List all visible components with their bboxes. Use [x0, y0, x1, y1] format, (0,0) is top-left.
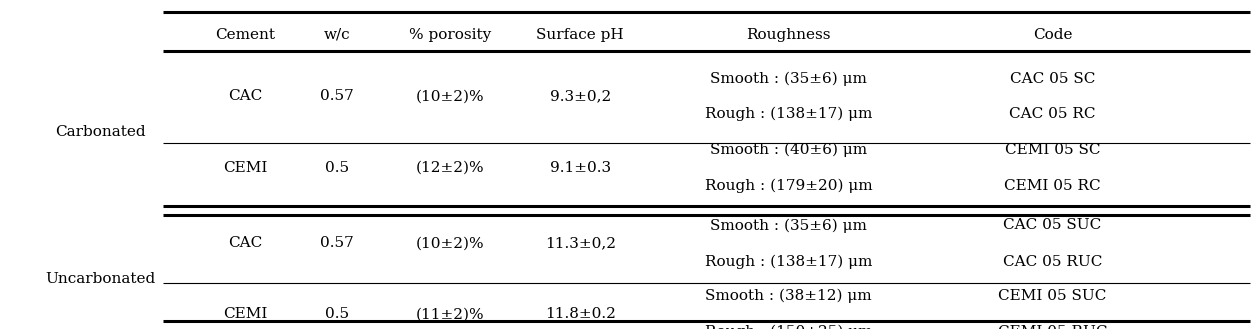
Text: Roughness: Roughness: [746, 28, 831, 41]
Text: 11.8±0.2: 11.8±0.2: [545, 307, 615, 321]
Text: Rough : (150±25) μm: Rough : (150±25) μm: [705, 325, 873, 329]
Text: Smooth : (35±6) μm: Smooth : (35±6) μm: [711, 218, 867, 233]
Text: CAC 05 SC: CAC 05 SC: [1010, 72, 1095, 86]
Text: Carbonated: Carbonated: [55, 125, 146, 139]
Text: Smooth : (35±6) μm: Smooth : (35±6) μm: [711, 72, 867, 86]
Text: Smooth : (40±6) μm: Smooth : (40±6) μm: [710, 142, 868, 157]
Text: Code: Code: [1032, 28, 1073, 41]
Text: CEMI: CEMI: [222, 307, 268, 321]
Text: CAC 05 RC: CAC 05 RC: [1010, 107, 1095, 120]
Text: CAC 05 SUC: CAC 05 SUC: [1004, 218, 1102, 232]
Text: CEMI: CEMI: [222, 161, 268, 175]
Text: Smooth : (38±12) μm: Smooth : (38±12) μm: [706, 289, 872, 303]
Text: Cement: Cement: [215, 28, 275, 41]
Text: (10±2)%: (10±2)%: [416, 89, 484, 103]
Text: CEMI 05 SUC: CEMI 05 SUC: [999, 289, 1107, 303]
Text: % porosity: % porosity: [408, 28, 491, 41]
Text: (10±2)%: (10±2)%: [416, 237, 484, 250]
Text: CAC 05 RUC: CAC 05 RUC: [1002, 255, 1103, 268]
Text: Surface pH: Surface pH: [536, 28, 624, 41]
Text: 0.5: 0.5: [324, 307, 349, 321]
Text: Rough : (138±17) μm: Rough : (138±17) μm: [705, 106, 873, 121]
Text: Uncarbonated: Uncarbonated: [45, 272, 156, 286]
Text: CAC: CAC: [227, 237, 263, 250]
Text: 0.5: 0.5: [324, 161, 349, 175]
Text: CEMI 05 SC: CEMI 05 SC: [1005, 143, 1100, 157]
Text: 0.57: 0.57: [320, 89, 353, 103]
Text: Rough : (179±20) μm: Rough : (179±20) μm: [705, 179, 873, 193]
Text: 0.57: 0.57: [320, 237, 353, 250]
Text: Rough : (138±17) μm: Rough : (138±17) μm: [705, 254, 873, 269]
Text: (12±2)%: (12±2)%: [416, 161, 484, 175]
Text: CEMI 05 RC: CEMI 05 RC: [1005, 179, 1100, 193]
Text: CEMI 05 RUC: CEMI 05 RUC: [997, 325, 1108, 329]
Text: (11±2)%: (11±2)%: [416, 307, 484, 321]
Text: 9.1±0.3: 9.1±0.3: [550, 161, 610, 175]
Text: CAC: CAC: [227, 89, 263, 103]
Text: w/c: w/c: [323, 28, 350, 41]
Text: 11.3±0,2: 11.3±0,2: [545, 237, 615, 250]
Text: 9.3±0,2: 9.3±0,2: [550, 89, 610, 103]
